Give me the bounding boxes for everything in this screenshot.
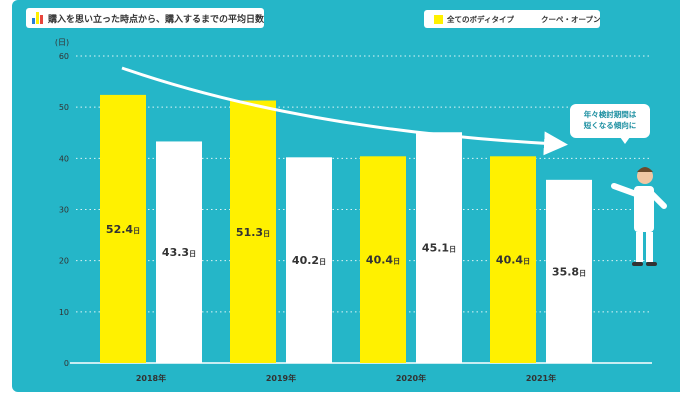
bar-coupe bbox=[416, 132, 462, 363]
y-tick-label: 10 bbox=[59, 308, 69, 317]
x-tick-label: 2020年 bbox=[396, 373, 426, 383]
data-label: 40.2日 bbox=[292, 254, 326, 267]
chart-title-box: 購入を思い立った時点から、購入するまでの平均日数 bbox=[26, 8, 264, 28]
data-label: 40.4日 bbox=[496, 254, 530, 267]
legend-swatch-all bbox=[434, 14, 443, 24]
y-tick-label: 20 bbox=[59, 257, 69, 266]
y-tick-label: 0 bbox=[64, 359, 69, 368]
bar-chart-icon bbox=[32, 12, 43, 24]
presenter-figure bbox=[611, 167, 667, 266]
y-tick-label: 30 bbox=[59, 206, 69, 215]
bar-all bbox=[360, 156, 406, 363]
legend-label-all: 全てのボディタイプ bbox=[447, 14, 514, 24]
data-label: 52.4日 bbox=[106, 223, 140, 236]
y-tick-label: 40 bbox=[59, 154, 69, 163]
trend-arrow bbox=[121, 66, 568, 156]
legend-swatch-coupe bbox=[527, 14, 537, 24]
y-tick-label: 50 bbox=[59, 103, 69, 112]
annotation-line-1: 年々検討期間は bbox=[583, 110, 637, 119]
legend: 全てのボディタイプ クーペ・オープン bbox=[424, 10, 601, 28]
bar-coupe bbox=[156, 141, 202, 363]
annotation-line-2: 短くなる傾向に bbox=[583, 121, 637, 130]
y-axis-unit-label: (日) bbox=[55, 38, 69, 47]
data-label: 40.4日 bbox=[366, 254, 400, 267]
bar-all bbox=[230, 100, 276, 363]
x-tick-label: 2018年 bbox=[136, 373, 166, 383]
bar-all bbox=[100, 94, 146, 364]
annotation-callout: 年々検討期間は 短くなる傾向に bbox=[570, 104, 650, 144]
bar-coupe bbox=[286, 157, 332, 363]
bar-coupe bbox=[546, 179, 592, 363]
legend-item-all: 全てのボディタイプ bbox=[434, 14, 514, 25]
chart-title: 購入を思い立った時点から、購入するまでの平均日数 bbox=[48, 14, 265, 25]
data-label: 35.8日 bbox=[552, 265, 586, 278]
bar-all bbox=[490, 156, 536, 363]
legend-label-coupe: クーペ・オープン bbox=[540, 14, 601, 24]
y-tick-label: 60 bbox=[59, 52, 69, 61]
data-label: 45.1日 bbox=[422, 242, 456, 255]
legend-item-coupe: クーペ・オープン bbox=[527, 14, 601, 25]
x-tick-label: 2019年 bbox=[266, 373, 296, 383]
data-label: 51.3日 bbox=[236, 226, 270, 239]
data-label: 43.3日 bbox=[162, 246, 196, 259]
x-tick-label: 2021年 bbox=[526, 373, 556, 383]
